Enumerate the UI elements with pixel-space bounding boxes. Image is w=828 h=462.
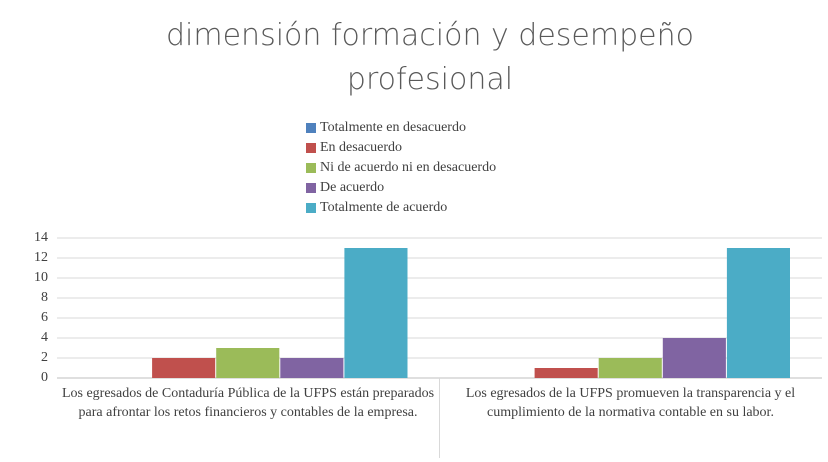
x-tick-label: Los egresados de Contaduría Pública de l… [61, 386, 435, 420]
legend-swatch [306, 123, 316, 133]
legend-swatch [306, 163, 316, 173]
bar [216, 348, 280, 378]
y-tick-label: 4 [41, 330, 48, 345]
legend-swatch [306, 203, 316, 213]
legend-label: En desacuerdo [320, 140, 402, 155]
legend-label: Totalmente de acuerdo [320, 200, 447, 215]
legend-swatch [306, 183, 316, 193]
legend-label: Ni de acuerdo ni en desacuerdo [320, 160, 496, 175]
y-tick-label: 12 [34, 250, 48, 265]
bar [534, 368, 598, 378]
y-tick-label: 8 [41, 290, 48, 305]
y-tick-label: 14 [34, 230, 48, 245]
bar [598, 358, 662, 378]
bar [280, 358, 344, 378]
bar [152, 358, 216, 378]
legend-label: Totalmente en desacuerdo [320, 120, 466, 135]
legend-label: De acuerdo [320, 180, 384, 195]
y-tick-label: 6 [41, 310, 48, 325]
bar [662, 338, 726, 378]
legend-swatch [306, 143, 316, 153]
x-tick-label: Los egresados de la UFPS promueven la tr… [465, 386, 796, 420]
y-tick-label: 0 [41, 370, 48, 385]
bar [726, 248, 790, 378]
y-tick-label: 10 [34, 270, 48, 285]
chart-title: dimensión formación y desempeño profesio… [166, 18, 694, 97]
y-tick-label: 2 [41, 350, 48, 365]
bar [344, 248, 408, 378]
